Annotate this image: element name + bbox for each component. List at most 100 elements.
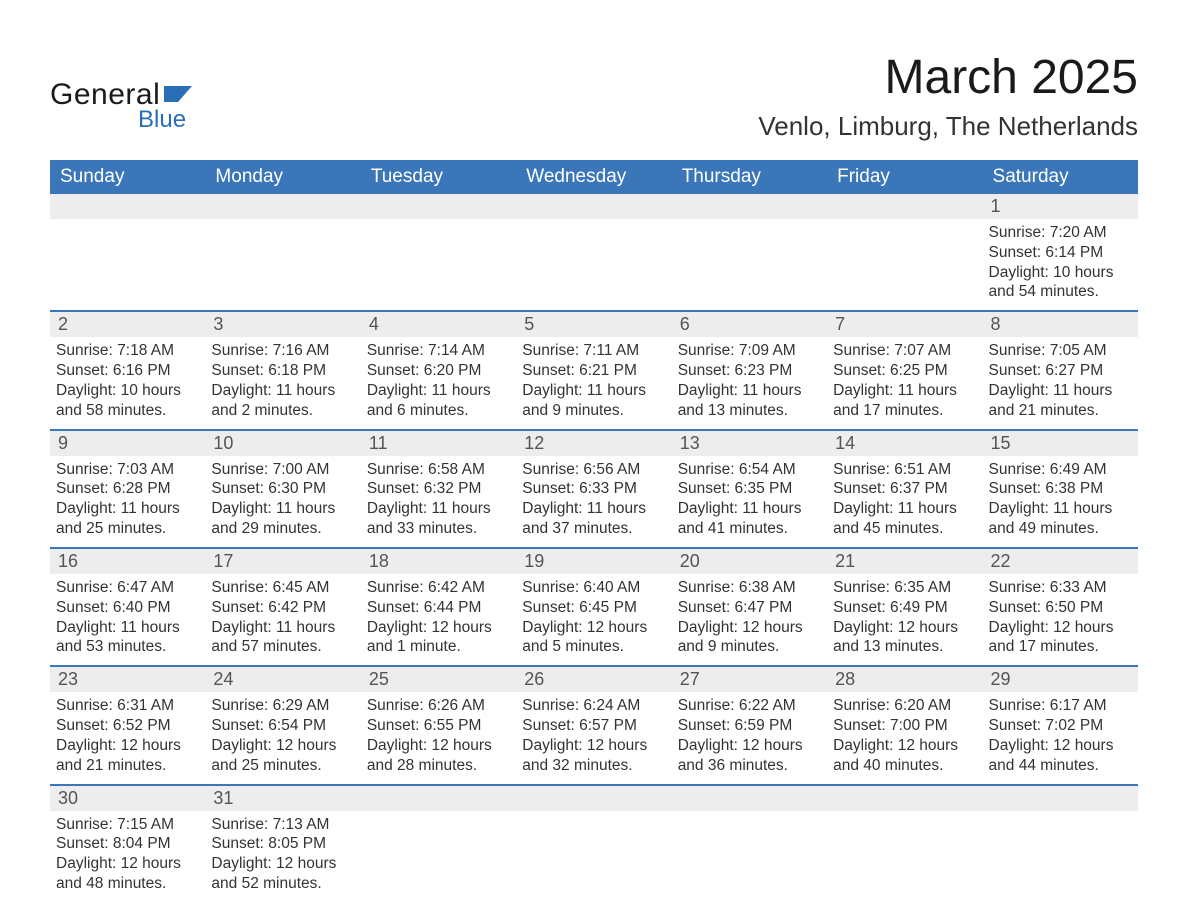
day-details	[516, 811, 671, 823]
daylight-line: Daylight: 11 hours and 17 minutes.	[833, 381, 976, 421]
day-details	[983, 811, 1138, 823]
sunrise-line: Sunrise: 6:24 AM	[522, 696, 665, 716]
day-number: 3	[205, 312, 360, 337]
day-details: Sunrise: 7:07 AMSunset: 6:25 PMDaylight:…	[827, 337, 982, 428]
day-header: Sunday	[50, 160, 205, 194]
calendar-cell: 18Sunrise: 6:42 AMSunset: 6:44 PMDayligh…	[361, 548, 516, 666]
day-details: Sunrise: 6:33 AMSunset: 6:50 PMDaylight:…	[983, 574, 1138, 665]
day-details: Sunrise: 6:45 AMSunset: 6:42 PMDaylight:…	[205, 574, 360, 665]
day-number: 2	[50, 312, 205, 337]
day-details: Sunrise: 7:09 AMSunset: 6:23 PMDaylight:…	[672, 337, 827, 428]
sunrise-line: Sunrise: 7:11 AM	[522, 341, 665, 361]
day-details: Sunrise: 6:17 AMSunset: 7:02 PMDaylight:…	[983, 692, 1138, 783]
sunset-line: Sunset: 6:14 PM	[989, 243, 1132, 263]
calendar-cell: 2Sunrise: 7:18 AMSunset: 6:16 PMDaylight…	[50, 311, 205, 429]
day-number: .	[205, 194, 360, 219]
calendar-cell: 6Sunrise: 7:09 AMSunset: 6:23 PMDaylight…	[672, 311, 827, 429]
daylight-line: Daylight: 11 hours and 6 minutes.	[367, 381, 510, 421]
day-number: 6	[672, 312, 827, 337]
calendar-cell: 24Sunrise: 6:29 AMSunset: 6:54 PMDayligh…	[205, 666, 360, 784]
daylight-line: Daylight: 12 hours and 40 minutes.	[833, 736, 976, 776]
calendar-cell: 21Sunrise: 6:35 AMSunset: 6:49 PMDayligh…	[827, 548, 982, 666]
sunrise-line: Sunrise: 6:49 AM	[989, 460, 1132, 480]
calendar-cell: 29Sunrise: 6:17 AMSunset: 7:02 PMDayligh…	[983, 666, 1138, 784]
day-number: .	[516, 194, 671, 219]
day-details: Sunrise: 7:00 AMSunset: 6:30 PMDaylight:…	[205, 456, 360, 547]
calendar-week: 23Sunrise: 6:31 AMSunset: 6:52 PMDayligh…	[50, 666, 1138, 784]
day-details: Sunrise: 7:05 AMSunset: 6:27 PMDaylight:…	[983, 337, 1138, 428]
day-number: 30	[50, 786, 205, 811]
sunset-line: Sunset: 6:38 PM	[989, 479, 1132, 499]
daylight-line: Daylight: 12 hours and 13 minutes.	[833, 618, 976, 658]
sunset-line: Sunset: 8:05 PM	[211, 834, 354, 854]
calendar-week: 9Sunrise: 7:03 AMSunset: 6:28 PMDaylight…	[50, 430, 1138, 548]
calendar-cell: 13Sunrise: 6:54 AMSunset: 6:35 PMDayligh…	[672, 430, 827, 548]
sunrise-line: Sunrise: 7:16 AM	[211, 341, 354, 361]
day-number: 20	[672, 549, 827, 574]
daylight-line: Daylight: 12 hours and 28 minutes.	[367, 736, 510, 776]
calendar-cell: 28Sunrise: 6:20 AMSunset: 7:00 PMDayligh…	[827, 666, 982, 784]
sunset-line: Sunset: 6:54 PM	[211, 716, 354, 736]
daylight-line: Daylight: 10 hours and 54 minutes.	[989, 263, 1132, 303]
calendar-cell: 7Sunrise: 7:07 AMSunset: 6:25 PMDaylight…	[827, 311, 982, 429]
day-number: 29	[983, 667, 1138, 692]
sunrise-line: Sunrise: 6:40 AM	[522, 578, 665, 598]
day-number: 17	[205, 549, 360, 574]
sunrise-line: Sunrise: 6:42 AM	[367, 578, 510, 598]
calendar-cell: 16Sunrise: 6:47 AMSunset: 6:40 PMDayligh…	[50, 548, 205, 666]
sunrise-line: Sunrise: 6:26 AM	[367, 696, 510, 716]
calendar-cell: 14Sunrise: 6:51 AMSunset: 6:37 PMDayligh…	[827, 430, 982, 548]
calendar-cell: 25Sunrise: 6:26 AMSunset: 6:55 PMDayligh…	[361, 666, 516, 784]
day-number: 4	[361, 312, 516, 337]
sunrise-line: Sunrise: 7:18 AM	[56, 341, 199, 361]
daylight-line: Daylight: 12 hours and 25 minutes.	[211, 736, 354, 776]
day-number: 31	[205, 786, 360, 811]
day-details: Sunrise: 7:20 AMSunset: 6:14 PMDaylight:…	[983, 219, 1138, 310]
day-number: 7	[827, 312, 982, 337]
sunrise-line: Sunrise: 6:47 AM	[56, 578, 199, 598]
day-details: Sunrise: 6:40 AMSunset: 6:45 PMDaylight:…	[516, 574, 671, 665]
daylight-line: Daylight: 11 hours and 45 minutes.	[833, 499, 976, 539]
calendar-cell: 9Sunrise: 7:03 AMSunset: 6:28 PMDaylight…	[50, 430, 205, 548]
flag-icon	[164, 84, 192, 104]
sunset-line: Sunset: 6:40 PM	[56, 598, 199, 618]
daylight-line: Daylight: 11 hours and 9 minutes.	[522, 381, 665, 421]
daylight-line: Daylight: 11 hours and 41 minutes.	[678, 499, 821, 539]
daylight-line: Daylight: 12 hours and 9 minutes.	[678, 618, 821, 658]
day-details	[361, 811, 516, 823]
calendar-cell: 22Sunrise: 6:33 AMSunset: 6:50 PMDayligh…	[983, 548, 1138, 666]
sunrise-line: Sunrise: 6:56 AM	[522, 460, 665, 480]
sunrise-line: Sunrise: 7:09 AM	[678, 341, 821, 361]
sunrise-line: Sunrise: 6:22 AM	[678, 696, 821, 716]
sunset-line: Sunset: 6:50 PM	[989, 598, 1132, 618]
day-header: Saturday	[983, 160, 1138, 194]
daylight-line: Daylight: 11 hours and 57 minutes.	[211, 618, 354, 658]
calendar-cell: 23Sunrise: 6:31 AMSunset: 6:52 PMDayligh…	[50, 666, 205, 784]
day-number: 15	[983, 431, 1138, 456]
calendar-cell: .	[827, 785, 982, 902]
sunset-line: Sunset: 6:16 PM	[56, 361, 199, 381]
day-details: Sunrise: 6:47 AMSunset: 6:40 PMDaylight:…	[50, 574, 205, 665]
day-number: .	[50, 194, 205, 219]
daylight-line: Daylight: 12 hours and 17 minutes.	[989, 618, 1132, 658]
sunset-line: Sunset: 6:49 PM	[833, 598, 976, 618]
calendar-cell: .	[672, 194, 827, 311]
day-number: 18	[361, 549, 516, 574]
day-number: 16	[50, 549, 205, 574]
title-block: March 2025 Venlo, Limburg, The Netherlan…	[758, 50, 1138, 142]
day-details	[516, 219, 671, 231]
sunset-line: Sunset: 6:32 PM	[367, 479, 510, 499]
calendar-cell: .	[983, 785, 1138, 902]
day-header: Monday	[205, 160, 360, 194]
daylight-line: Daylight: 12 hours and 21 minutes.	[56, 736, 199, 776]
calendar-cell: 17Sunrise: 6:45 AMSunset: 6:42 PMDayligh…	[205, 548, 360, 666]
calendar-cell: 3Sunrise: 7:16 AMSunset: 6:18 PMDaylight…	[205, 311, 360, 429]
calendar-week: 2 Sunrise: 7:18 AMSunset: 6:16 PM Daylight…	[50, 311, 1138, 429]
sunset-line: Sunset: 6:28 PM	[56, 479, 199, 499]
day-details: Sunrise: 6:56 AMSunset: 6:33 PMDaylight:…	[516, 456, 671, 547]
day-details	[50, 219, 205, 231]
daylight-line: Daylight: 12 hours and 48 minutes.	[56, 854, 199, 894]
sunrise-line: Sunrise: 6:33 AM	[989, 578, 1132, 598]
sunset-line: Sunset: 6:52 PM	[56, 716, 199, 736]
brand-word-blue: Blue	[138, 106, 192, 134]
